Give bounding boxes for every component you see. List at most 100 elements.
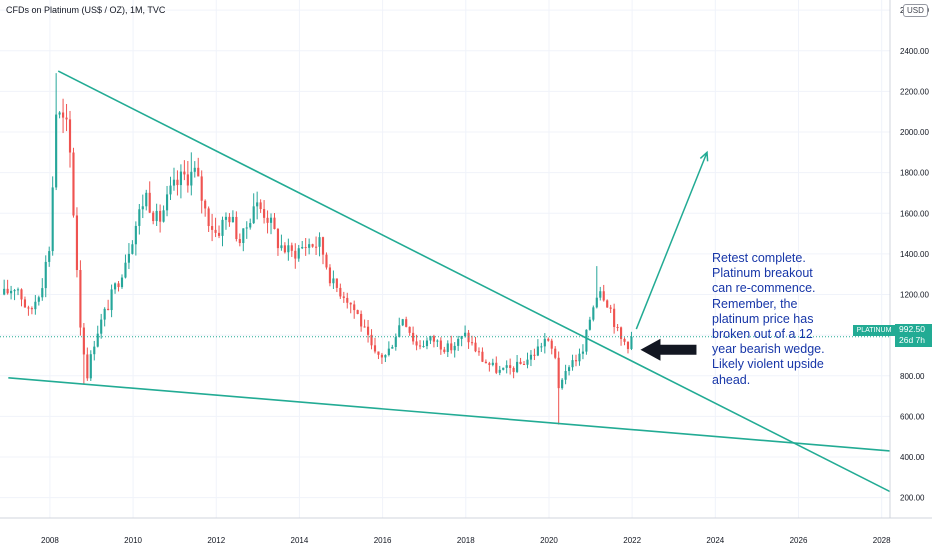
candle-body — [339, 287, 342, 297]
candle-body — [415, 341, 418, 346]
candle-body — [16, 289, 20, 291]
candle-body — [488, 363, 491, 365]
candle-body — [159, 210, 162, 222]
candle-body — [380, 354, 383, 358]
candle-body — [190, 171, 193, 186]
candle-body — [193, 167, 196, 172]
candle-body — [6, 288, 9, 294]
candle-body — [446, 343, 449, 352]
candle-body — [356, 310, 359, 314]
candle-body — [384, 354, 387, 358]
x-tick-label: 2026 — [790, 536, 808, 545]
candle-body — [30, 308, 33, 310]
candle-body — [429, 336, 432, 341]
candle-body — [242, 228, 245, 244]
candle-body — [571, 360, 574, 368]
candle-body — [75, 215, 79, 271]
last-price: 992.50 — [899, 324, 925, 334]
candle-body — [86, 354, 89, 379]
x-tick-label: 2010 — [124, 536, 142, 545]
candle-body — [127, 253, 130, 263]
candle-body — [529, 354, 533, 360]
candle-body — [297, 248, 300, 259]
candle-body — [256, 202, 259, 207]
projection-arrow-head — [699, 150, 709, 162]
projection-arrow-shaft — [635, 152, 708, 330]
y-tick-label: 1400.00 — [900, 250, 929, 259]
candle-body — [283, 245, 286, 253]
candle-body — [287, 245, 290, 253]
candle-body — [131, 244, 134, 254]
candle-body — [89, 354, 92, 379]
y-tick-label: 1600.00 — [900, 209, 929, 218]
candle-body — [138, 209, 141, 226]
candle-body — [280, 245, 283, 249]
candle-body — [595, 297, 598, 308]
candle-body — [155, 210, 158, 222]
candle-body — [432, 336, 435, 342]
candle-body — [117, 283, 120, 288]
candle-body — [401, 319, 404, 326]
y-tick-label: 400.00 — [900, 453, 925, 462]
price-tag: 992.50 26d 7h — [895, 324, 932, 347]
candle-body — [263, 209, 266, 218]
candle-body — [509, 365, 512, 368]
lower-wedge-line — [8, 377, 891, 452]
candle-body — [245, 227, 248, 229]
candle-body — [626, 341, 630, 349]
candle-body — [425, 340, 429, 347]
candle-body — [599, 291, 602, 298]
candle-body — [93, 346, 96, 355]
candle-body — [58, 112, 61, 115]
candle-body — [259, 202, 262, 210]
candle-body — [103, 308, 106, 320]
candle-body — [231, 216, 234, 223]
candle-body — [290, 245, 293, 251]
candle-body — [439, 340, 442, 350]
candle-body — [457, 338, 460, 346]
candle-body — [335, 278, 338, 288]
candle-body — [474, 342, 477, 352]
candle-body — [536, 346, 539, 356]
candle-body — [152, 212, 155, 222]
currency-button[interactable]: USD — [903, 4, 928, 17]
candle-body — [304, 247, 307, 249]
candle-body — [418, 345, 422, 347]
candle-body — [550, 340, 553, 349]
candle-body — [37, 297, 40, 302]
candle-body — [13, 290, 16, 292]
x-tick-label: 2024 — [706, 536, 724, 545]
y-tick-label: 600.00 — [900, 412, 925, 421]
candle-body — [221, 219, 224, 236]
candle-body — [332, 278, 335, 284]
candle-body — [27, 307, 30, 309]
candle-body — [41, 288, 44, 298]
candle-body — [55, 114, 58, 188]
candle-body — [377, 351, 380, 355]
candle-body — [68, 119, 72, 153]
candle-body — [51, 187, 54, 252]
candle-body — [342, 296, 345, 298]
y-tick-label: 2200.00 — [900, 87, 929, 96]
candle-body — [96, 333, 99, 347]
candle-body — [391, 346, 394, 349]
candle-body — [346, 297, 349, 303]
x-tick-label: 2020 — [540, 536, 558, 545]
candle-body — [308, 244, 311, 248]
candle-body — [436, 340, 439, 342]
candle-body — [366, 326, 370, 335]
candle-body — [502, 367, 505, 370]
candle-body — [207, 208, 210, 227]
candle-body — [34, 301, 37, 310]
candle-body — [405, 319, 408, 327]
candle-body — [113, 283, 117, 290]
candle-body — [65, 117, 68, 120]
x-axis: 2008 2010 2012 2014 2016 2018 2020 2022 2024 2026… — [0, 517, 932, 545]
candle-body — [422, 346, 425, 348]
x-tick-label: 2016 — [374, 536, 392, 545]
candle-body — [311, 244, 314, 247]
candle-body — [200, 176, 203, 201]
y-axis: 200.00400.00600.00800.001000.001200.0014… — [889, 0, 929, 518]
